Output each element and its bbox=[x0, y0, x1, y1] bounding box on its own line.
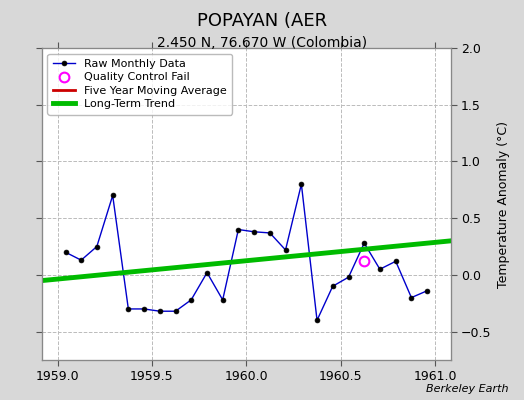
Raw Monthly Data bbox=[345, 275, 352, 280]
Text: POPAYAN (AER: POPAYAN (AER bbox=[197, 12, 327, 30]
Raw Monthly Data bbox=[141, 306, 147, 311]
Text: 2.450 N, 76.670 W (Colombia): 2.450 N, 76.670 W (Colombia) bbox=[157, 36, 367, 50]
Raw Monthly Data bbox=[267, 230, 273, 235]
Raw Monthly Data bbox=[298, 182, 304, 186]
Line: Raw Monthly Data: Raw Monthly Data bbox=[63, 182, 430, 323]
Raw Monthly Data bbox=[204, 270, 210, 275]
Raw Monthly Data bbox=[220, 298, 226, 302]
Raw Monthly Data bbox=[78, 258, 84, 262]
Raw Monthly Data bbox=[235, 227, 242, 232]
Raw Monthly Data bbox=[172, 309, 179, 314]
Raw Monthly Data bbox=[377, 267, 383, 272]
Raw Monthly Data bbox=[408, 295, 414, 300]
Raw Monthly Data bbox=[157, 309, 163, 314]
Raw Monthly Data bbox=[94, 244, 100, 249]
Legend: Raw Monthly Data, Quality Control Fail, Five Year Moving Average, Long-Term Tren: Raw Monthly Data, Quality Control Fail, … bbox=[48, 54, 233, 115]
Raw Monthly Data bbox=[424, 288, 430, 293]
Raw Monthly Data bbox=[188, 298, 194, 302]
Raw Monthly Data bbox=[251, 229, 257, 234]
Raw Monthly Data bbox=[282, 248, 289, 252]
Raw Monthly Data bbox=[392, 259, 399, 264]
Raw Monthly Data bbox=[110, 193, 116, 198]
Y-axis label: Temperature Anomaly (°C): Temperature Anomaly (°C) bbox=[497, 120, 510, 288]
Raw Monthly Data bbox=[361, 241, 367, 246]
Raw Monthly Data bbox=[330, 284, 336, 289]
Raw Monthly Data bbox=[314, 318, 320, 323]
Raw Monthly Data bbox=[62, 250, 69, 255]
Raw Monthly Data bbox=[125, 306, 132, 311]
Text: Berkeley Earth: Berkeley Earth bbox=[426, 384, 508, 394]
